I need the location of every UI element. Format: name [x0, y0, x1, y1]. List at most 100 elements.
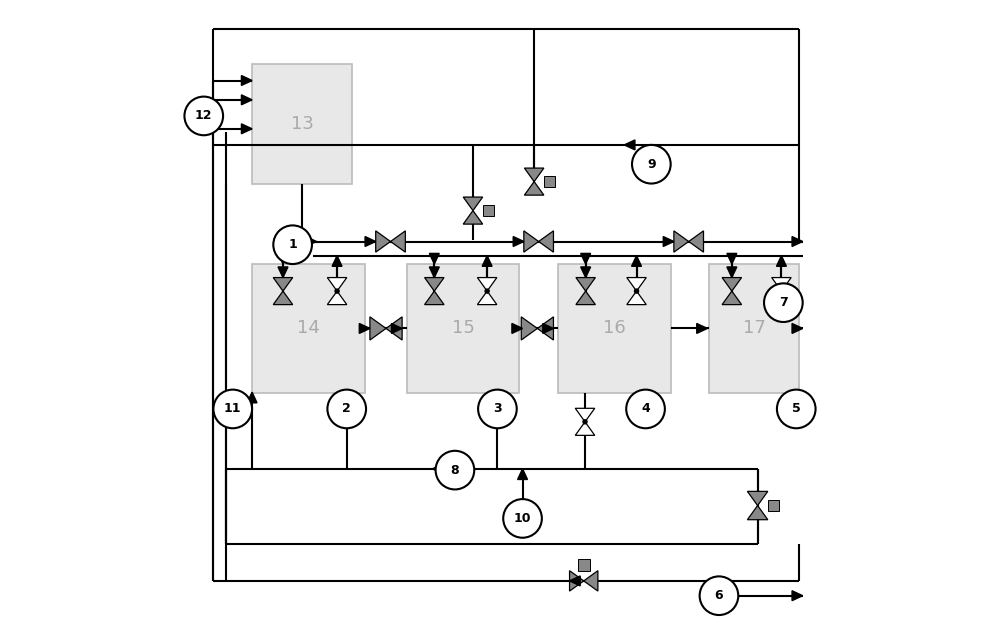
Polygon shape: [273, 278, 293, 291]
Circle shape: [485, 289, 489, 293]
Polygon shape: [241, 124, 252, 134]
Polygon shape: [306, 236, 316, 247]
Polygon shape: [391, 323, 402, 334]
Polygon shape: [537, 317, 553, 340]
Polygon shape: [429, 267, 439, 278]
Polygon shape: [632, 256, 641, 267]
Polygon shape: [327, 291, 347, 305]
Polygon shape: [581, 267, 591, 278]
FancyBboxPatch shape: [252, 64, 352, 184]
Text: 13: 13: [291, 115, 313, 133]
Polygon shape: [697, 323, 707, 334]
Polygon shape: [386, 317, 402, 340]
Polygon shape: [772, 291, 791, 305]
FancyBboxPatch shape: [709, 264, 799, 393]
Circle shape: [777, 390, 816, 428]
Polygon shape: [278, 254, 288, 264]
Polygon shape: [425, 278, 444, 291]
Text: 8: 8: [451, 464, 459, 477]
Polygon shape: [332, 256, 342, 267]
Polygon shape: [247, 392, 257, 403]
Text: 4: 4: [641, 402, 650, 415]
Circle shape: [634, 289, 639, 293]
Bar: [578, 559, 590, 571]
Text: 12: 12: [195, 109, 213, 122]
Polygon shape: [273, 291, 293, 305]
Circle shape: [327, 390, 366, 428]
Polygon shape: [477, 291, 497, 305]
Circle shape: [335, 289, 339, 293]
Polygon shape: [747, 506, 768, 520]
Bar: [544, 176, 555, 187]
Circle shape: [626, 390, 665, 428]
Text: 9: 9: [647, 158, 656, 171]
Circle shape: [184, 97, 223, 135]
Polygon shape: [539, 231, 553, 252]
Polygon shape: [776, 256, 786, 267]
Circle shape: [503, 499, 542, 538]
Polygon shape: [241, 75, 252, 86]
Polygon shape: [570, 576, 580, 586]
Polygon shape: [727, 267, 737, 278]
Polygon shape: [722, 278, 742, 291]
Text: 7: 7: [779, 296, 788, 309]
Polygon shape: [575, 422, 595, 435]
Polygon shape: [432, 464, 443, 474]
Polygon shape: [463, 211, 483, 224]
Text: 14: 14: [297, 319, 320, 337]
FancyBboxPatch shape: [407, 264, 519, 393]
Polygon shape: [576, 278, 595, 291]
Circle shape: [213, 390, 252, 428]
Polygon shape: [518, 469, 527, 479]
Polygon shape: [425, 291, 444, 305]
Polygon shape: [543, 323, 553, 334]
Text: 1: 1: [288, 238, 297, 251]
Polygon shape: [663, 236, 674, 247]
Polygon shape: [512, 323, 523, 334]
Circle shape: [764, 283, 803, 322]
Polygon shape: [359, 323, 370, 334]
Polygon shape: [524, 168, 544, 182]
Text: 11: 11: [224, 402, 241, 415]
Polygon shape: [722, 291, 742, 305]
Text: 5: 5: [792, 402, 801, 415]
Polygon shape: [792, 236, 803, 247]
Polygon shape: [521, 317, 537, 340]
Polygon shape: [524, 231, 539, 252]
Polygon shape: [727, 254, 737, 264]
Polygon shape: [575, 408, 595, 422]
Polygon shape: [391, 231, 405, 252]
Polygon shape: [674, 231, 689, 252]
Circle shape: [273, 225, 312, 264]
FancyBboxPatch shape: [252, 264, 365, 393]
Bar: [483, 205, 494, 216]
FancyBboxPatch shape: [558, 264, 671, 393]
Polygon shape: [792, 591, 803, 601]
Polygon shape: [327, 278, 347, 291]
Circle shape: [583, 420, 587, 424]
Polygon shape: [305, 236, 315, 247]
Polygon shape: [513, 236, 524, 247]
Bar: [768, 500, 779, 511]
Polygon shape: [365, 236, 376, 247]
Text: 3: 3: [493, 402, 502, 415]
Circle shape: [779, 289, 783, 293]
Text: 2: 2: [342, 402, 351, 415]
Polygon shape: [429, 254, 439, 264]
Polygon shape: [376, 231, 391, 252]
Circle shape: [436, 451, 474, 489]
Polygon shape: [765, 298, 776, 308]
Text: 16: 16: [603, 319, 626, 337]
Circle shape: [700, 576, 738, 615]
Polygon shape: [689, 231, 704, 252]
Polygon shape: [584, 571, 598, 591]
Text: 15: 15: [452, 319, 474, 337]
Circle shape: [478, 390, 517, 428]
Text: 17: 17: [743, 319, 766, 337]
Polygon shape: [463, 197, 483, 211]
Text: 10: 10: [514, 512, 531, 525]
Polygon shape: [477, 278, 497, 291]
Polygon shape: [627, 278, 646, 291]
Polygon shape: [792, 323, 803, 334]
Polygon shape: [524, 182, 544, 195]
